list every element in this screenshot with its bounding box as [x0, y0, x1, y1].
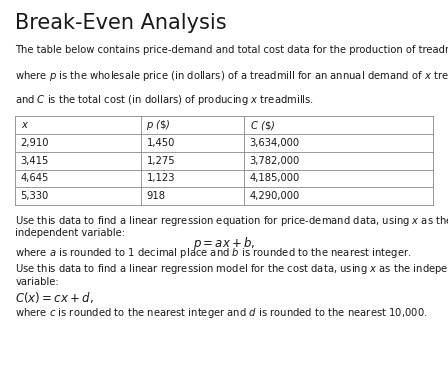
- Text: $x$: $x$: [21, 120, 29, 130]
- Text: 3,415: 3,415: [21, 156, 49, 166]
- Text: 1,275: 1,275: [146, 156, 175, 166]
- Text: 4,290,000: 4,290,000: [250, 191, 300, 201]
- Text: Use this data to find a linear regression model for the cost data, using $x$ as : Use this data to find a linear regressio…: [15, 262, 448, 276]
- Text: 4,185,000: 4,185,000: [250, 173, 300, 183]
- Text: where $a$ is rounded to 1 decimal place and $b$ is rounded to the nearest intege: where $a$ is rounded to 1 decimal place …: [15, 247, 412, 260]
- Text: $C(x) = cx + d,$: $C(x) = cx + d,$: [15, 290, 94, 305]
- Text: 2,910: 2,910: [21, 138, 49, 148]
- Text: where $p$ is the wholesale price (in dollars) of a treadmill for an annual deman: where $p$ is the wholesale price (in dol…: [15, 69, 448, 83]
- Text: $p$ ($\$$): $p$ ($\$$): [146, 118, 171, 132]
- Text: 918: 918: [146, 191, 165, 201]
- Text: 4,645: 4,645: [21, 173, 49, 183]
- Text: 3,634,000: 3,634,000: [250, 138, 300, 148]
- Text: and $C$ is the total cost (in dollars) of producing $x$ treadmills.: and $C$ is the total cost (in dollars) o…: [15, 93, 314, 107]
- Text: where $c$ is rounded to the nearest integer and $d$ is rounded to the nearest 10: where $c$ is rounded to the nearest inte…: [15, 306, 428, 320]
- Text: The table below contains price-demand and total cost data for the production of : The table below contains price-demand an…: [15, 45, 448, 55]
- Text: 1,450: 1,450: [146, 138, 175, 148]
- Text: independent variable:: independent variable:: [15, 228, 125, 238]
- Text: 1,123: 1,123: [146, 173, 175, 183]
- Text: Use this data to find a linear regression equation for price-demand data, using : Use this data to find a linear regressio…: [15, 214, 448, 228]
- Text: $p = ax + b,$: $p = ax + b,$: [193, 235, 255, 252]
- Text: $C$ ($\$$): $C$ ($\$$): [250, 118, 275, 132]
- Text: Break-Even Analysis: Break-Even Analysis: [15, 13, 227, 33]
- Text: variable:: variable:: [15, 277, 59, 287]
- Text: 5,330: 5,330: [21, 191, 49, 201]
- Text: 3,782,000: 3,782,000: [250, 156, 300, 166]
